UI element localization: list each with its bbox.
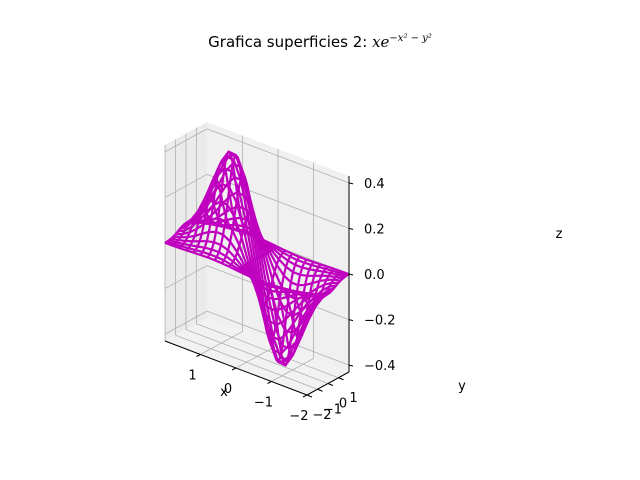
x-tick-label: 1 xyxy=(188,369,196,384)
x-tick-mark xyxy=(302,394,308,398)
x-tick-mark xyxy=(196,354,201,357)
y-gridline-floor xyxy=(185,329,329,384)
surface-line-y xyxy=(191,176,335,334)
x-tick-label: −2 xyxy=(289,409,308,424)
y-gridline-floor xyxy=(175,334,318,390)
surface-wireframe xyxy=(164,150,350,367)
surface-line-y xyxy=(187,153,331,362)
z-tick-label: 0.4 xyxy=(364,177,385,192)
y-tick-label: 0 xyxy=(339,397,347,412)
z-tick-mark xyxy=(348,364,354,367)
z-gridline-back xyxy=(206,128,350,184)
y-tick-mark xyxy=(306,394,313,398)
y-tick-mark xyxy=(317,388,323,392)
y-tick-label: −2 xyxy=(312,408,331,423)
chart-title-math-exponent: −x² − y² xyxy=(389,33,431,44)
x-tick-label: −1 xyxy=(254,396,273,411)
y-axis-label: y xyxy=(458,379,466,394)
z-tick-label: 0.0 xyxy=(364,268,385,283)
y-tick-mark xyxy=(338,377,344,381)
surface-line-y xyxy=(196,205,339,300)
z-gridline-left xyxy=(164,128,208,153)
surface-line-y xyxy=(194,191,337,317)
z-tick-label: −0.4 xyxy=(364,359,396,374)
surface-line-y xyxy=(198,216,341,287)
surface-line-y xyxy=(175,217,318,312)
x-tick-mark xyxy=(231,367,237,371)
surface-line-y xyxy=(206,218,350,276)
z-tick-label: −0.2 xyxy=(364,314,396,329)
z-tick-mark xyxy=(348,273,354,276)
z-gridline-left xyxy=(164,174,208,198)
chart-title: Grafica superficies 2: xe−x² − y² xyxy=(0,33,640,51)
z-tick-mark xyxy=(348,227,354,230)
x-axis-label: x xyxy=(220,385,228,400)
surface-line-y xyxy=(168,239,312,297)
z-gridline-left xyxy=(164,265,208,289)
axis-ticks: 10−1−210−1−20.40.20.0−0.2−0.4 xyxy=(188,177,395,424)
y-gridline-floor xyxy=(196,323,339,379)
chart-title-math-exponent-text: −x² − y² xyxy=(389,33,432,44)
y-tick-label: −1 xyxy=(323,402,342,417)
x-tick-mark xyxy=(267,381,272,384)
z-tick-mark xyxy=(348,319,354,322)
surface-line-y xyxy=(173,230,316,301)
y-tick-label: 1 xyxy=(349,391,357,406)
z-tick-label: 0.2 xyxy=(364,222,385,237)
z-tick-mark xyxy=(348,182,354,185)
chart-title-text: Grafica superficies 2: xyxy=(208,33,373,51)
surface-line-y xyxy=(171,237,314,296)
z-axis-label: z xyxy=(556,227,563,242)
chart-title-math-base: xe xyxy=(372,33,390,51)
z-gridline-left xyxy=(164,310,208,335)
x-tick-label: 0 xyxy=(224,382,232,397)
surface-line-y xyxy=(189,162,333,350)
y-tick-mark xyxy=(327,383,334,386)
